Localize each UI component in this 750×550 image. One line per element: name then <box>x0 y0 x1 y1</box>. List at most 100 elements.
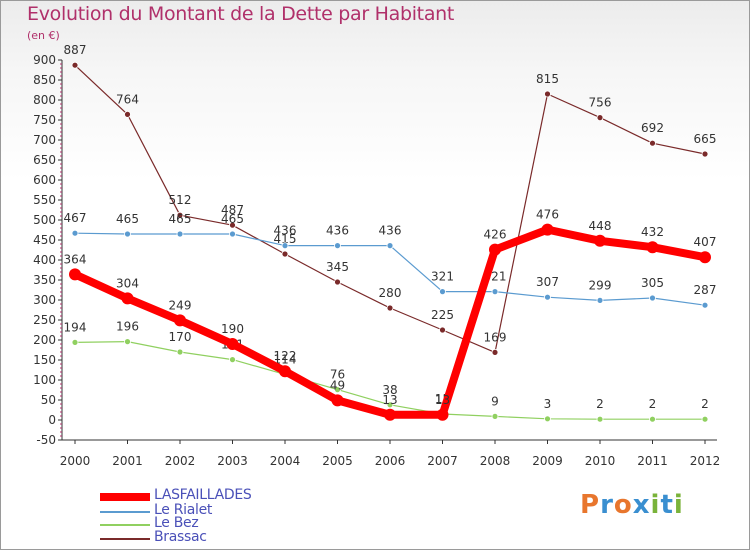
data-point <box>596 415 604 423</box>
data-label: 13 <box>435 393 450 407</box>
logo-letter: i <box>650 490 661 520</box>
y-tick-label: 100 <box>33 373 56 387</box>
data-label: 170 <box>169 330 192 344</box>
data-label: 436 <box>274 224 297 238</box>
x-tick-label: 2001 <box>112 454 143 468</box>
series-brassac: 887 764 512 487 415 345 280 225 169 815 756 692 665 <box>64 43 717 356</box>
data-point <box>121 292 134 305</box>
legend-label: LASFAILLADES <box>154 487 252 503</box>
y-tick-label: 700 <box>33 133 56 147</box>
data-point <box>544 90 551 98</box>
data-label: 436 <box>326 224 349 238</box>
y-tick-label: 250 <box>33 313 56 327</box>
x-tick-label: 2011 <box>637 454 668 468</box>
data-point <box>71 229 79 237</box>
data-point <box>386 304 394 312</box>
data-point <box>701 301 709 309</box>
data-label: 415 <box>274 232 297 246</box>
x-tick-label: 2009 <box>532 454 563 468</box>
y-tick-label: 200 <box>33 333 56 347</box>
data-point <box>649 139 656 147</box>
data-point <box>176 348 184 356</box>
y-tick-label: 850 <box>33 73 56 87</box>
data-label: 287 <box>694 283 717 297</box>
proxiti-logo: Proxiti <box>580 490 684 520</box>
y-tick-label: 500 <box>33 213 56 227</box>
data-point <box>594 234 606 247</box>
logo-letter: t <box>660 490 674 520</box>
data-point <box>544 293 551 301</box>
data-label: 665 <box>694 132 717 146</box>
data-label: 194 <box>64 320 87 334</box>
data-point <box>439 326 446 334</box>
logo-letter: o <box>613 490 633 520</box>
data-label: 407 <box>694 235 717 249</box>
data-point <box>649 294 656 302</box>
data-label: 465 <box>116 212 139 226</box>
y-tick-label: 900 <box>33 53 56 67</box>
x-tick-label: 2002 <box>165 454 196 468</box>
data-label: 190 <box>221 322 244 336</box>
chart-subtitle: (en €) <box>27 29 60 42</box>
x-tick-label: 2000 <box>60 454 91 468</box>
data-point <box>331 394 344 407</box>
x-tick-label: 2012 <box>690 454 721 468</box>
data-point <box>439 288 446 296</box>
data-label: 321 <box>431 270 454 284</box>
data-point <box>71 338 79 346</box>
data-point <box>229 356 236 364</box>
data-point <box>544 415 551 423</box>
data-label: 299 <box>589 278 612 292</box>
data-label: 49 <box>330 378 345 392</box>
data-label: 436 <box>379 224 402 238</box>
data-label: 465 <box>169 212 192 226</box>
data-label: 249 <box>169 298 192 312</box>
data-point <box>279 365 291 378</box>
data-label: 426 <box>484 228 507 242</box>
data-point <box>174 314 186 327</box>
data-point <box>386 401 394 409</box>
data-point <box>334 278 341 286</box>
logo-letter: P <box>580 490 601 520</box>
data-label: 280 <box>379 286 402 300</box>
y-tick-label: 450 <box>33 233 56 247</box>
data-point <box>436 408 449 421</box>
data-label: 225 <box>431 308 454 322</box>
series-lasfaillades: 364 304 249 190 122 49 13 13 426 476 448 432 407 <box>64 208 717 421</box>
legend-label: Brassac <box>154 529 207 545</box>
data-point <box>701 415 709 423</box>
y-tick-label: 150 <box>33 353 56 367</box>
data-point <box>541 223 554 236</box>
data-label: 487 <box>221 203 244 217</box>
data-label: 304 <box>116 276 139 290</box>
legend-swatch <box>100 493 150 501</box>
data-point <box>649 415 656 423</box>
data-label: 432 <box>641 225 664 239</box>
data-point <box>124 230 131 238</box>
data-label: 692 <box>641 121 664 135</box>
data-label: 512 <box>169 193 192 207</box>
logo-letter: i <box>673 490 684 520</box>
x-tick-label: 2006 <box>375 454 406 468</box>
data-point <box>69 268 81 281</box>
data-label: 756 <box>589 96 612 110</box>
data-point <box>491 288 499 296</box>
data-point <box>646 241 659 254</box>
data-point <box>71 61 79 69</box>
data-point <box>491 412 499 420</box>
logo-letter: r <box>600 490 614 520</box>
data-label: 13 <box>382 393 397 407</box>
legend-label: Le Rialet <box>154 502 213 518</box>
data-point <box>489 243 501 256</box>
x-tick-label: 2003 <box>217 454 248 468</box>
data-point <box>596 296 604 304</box>
data-label: 448 <box>589 219 612 233</box>
y-tick-label: 300 <box>33 293 56 307</box>
legend-label: Le Bez <box>154 515 199 531</box>
data-point <box>229 230 236 238</box>
data-label: 38 <box>382 383 397 397</box>
logo-letter: x <box>632 490 651 520</box>
data-label: 307 <box>536 275 559 289</box>
